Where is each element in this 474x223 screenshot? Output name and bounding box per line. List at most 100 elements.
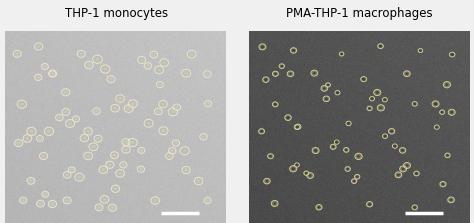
Circle shape	[80, 134, 89, 142]
Circle shape	[113, 187, 118, 191]
Circle shape	[318, 206, 320, 209]
Circle shape	[332, 146, 335, 148]
Circle shape	[419, 49, 422, 52]
Circle shape	[432, 101, 439, 107]
Circle shape	[304, 171, 309, 175]
Circle shape	[336, 91, 339, 94]
Circle shape	[19, 197, 27, 203]
Circle shape	[285, 115, 292, 120]
Circle shape	[335, 140, 338, 144]
Circle shape	[39, 153, 47, 159]
Circle shape	[260, 130, 263, 133]
Circle shape	[99, 207, 100, 208]
Circle shape	[330, 144, 336, 149]
Circle shape	[48, 200, 56, 208]
Circle shape	[374, 89, 381, 96]
Circle shape	[49, 70, 56, 77]
Circle shape	[291, 48, 297, 53]
Circle shape	[264, 78, 268, 81]
Circle shape	[146, 122, 151, 125]
Circle shape	[403, 162, 410, 169]
Circle shape	[297, 126, 299, 128]
Circle shape	[383, 97, 387, 102]
Circle shape	[40, 203, 41, 204]
Circle shape	[292, 49, 295, 52]
Circle shape	[323, 87, 326, 89]
Circle shape	[203, 136, 204, 137]
Circle shape	[63, 197, 71, 204]
Circle shape	[105, 68, 106, 69]
Circle shape	[137, 56, 146, 63]
Circle shape	[38, 46, 39, 47]
Circle shape	[173, 140, 180, 146]
Circle shape	[121, 163, 126, 167]
Circle shape	[152, 53, 156, 56]
Circle shape	[355, 174, 360, 179]
Circle shape	[20, 103, 24, 106]
Circle shape	[77, 50, 85, 57]
Circle shape	[27, 127, 36, 136]
Circle shape	[182, 69, 191, 77]
Circle shape	[450, 111, 453, 114]
Circle shape	[150, 51, 157, 58]
Circle shape	[383, 134, 388, 138]
Circle shape	[139, 148, 144, 153]
Circle shape	[137, 166, 145, 172]
Circle shape	[261, 45, 264, 48]
Circle shape	[206, 199, 210, 202]
Circle shape	[17, 53, 18, 54]
Circle shape	[376, 91, 379, 94]
Circle shape	[124, 105, 133, 112]
Circle shape	[93, 146, 94, 147]
Circle shape	[123, 164, 124, 165]
Circle shape	[170, 149, 174, 153]
Circle shape	[49, 71, 56, 77]
Circle shape	[309, 174, 311, 177]
Text: THP-1 monocytes: THP-1 monocytes	[64, 7, 168, 20]
Circle shape	[156, 82, 163, 88]
Circle shape	[103, 169, 104, 170]
Circle shape	[25, 137, 29, 140]
Circle shape	[147, 65, 148, 66]
Circle shape	[69, 168, 74, 172]
Circle shape	[370, 97, 374, 101]
Circle shape	[390, 130, 393, 133]
Circle shape	[370, 97, 374, 100]
Circle shape	[292, 167, 295, 170]
Circle shape	[418, 49, 423, 53]
Circle shape	[205, 72, 210, 76]
Circle shape	[42, 191, 48, 197]
Circle shape	[448, 109, 455, 115]
Circle shape	[110, 152, 118, 159]
Circle shape	[73, 116, 80, 122]
Circle shape	[392, 144, 397, 148]
Circle shape	[31, 180, 32, 181]
Circle shape	[21, 198, 26, 202]
Circle shape	[67, 200, 68, 201]
Circle shape	[289, 73, 292, 75]
Circle shape	[339, 52, 344, 56]
Circle shape	[85, 62, 93, 69]
Circle shape	[161, 102, 165, 106]
Circle shape	[351, 179, 357, 184]
Circle shape	[335, 91, 340, 95]
Circle shape	[112, 207, 113, 208]
Circle shape	[86, 130, 90, 133]
Circle shape	[378, 44, 383, 49]
Circle shape	[36, 45, 41, 48]
Circle shape	[383, 135, 387, 138]
Circle shape	[174, 141, 178, 145]
Circle shape	[107, 76, 115, 83]
Circle shape	[197, 179, 201, 183]
Circle shape	[55, 114, 63, 121]
Circle shape	[295, 124, 301, 129]
Circle shape	[118, 171, 122, 175]
Circle shape	[207, 73, 208, 74]
Circle shape	[44, 127, 54, 135]
Circle shape	[412, 205, 418, 210]
Circle shape	[305, 172, 308, 174]
Circle shape	[87, 63, 91, 67]
Circle shape	[37, 136, 42, 141]
Circle shape	[95, 204, 103, 211]
Circle shape	[180, 147, 190, 155]
